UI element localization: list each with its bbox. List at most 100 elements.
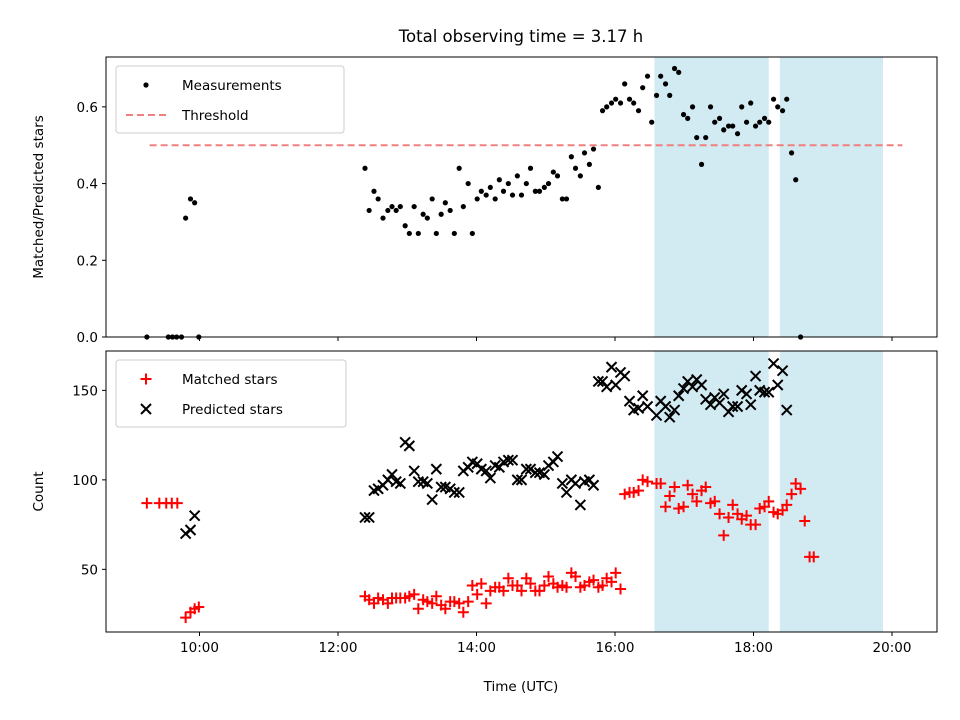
x-tick-label: 18:00	[734, 640, 773, 656]
y-axis-label: Count	[31, 471, 47, 511]
data-point	[642, 476, 654, 488]
data-point	[786, 488, 798, 500]
data-point	[438, 211, 444, 217]
data-point	[523, 180, 529, 187]
series-matched-stars	[141, 474, 820, 624]
data-point	[466, 579, 478, 591]
data-point	[757, 119, 763, 125]
axes-frame	[105, 350, 938, 633]
observing-window-span	[779, 57, 883, 337]
legend-marker	[143, 82, 149, 88]
data-point	[411, 203, 417, 210]
data-point	[496, 177, 502, 183]
data-point	[529, 466, 542, 479]
data-point	[725, 123, 732, 129]
data-point	[406, 230, 412, 237]
data-point	[478, 188, 484, 194]
data-point	[676, 69, 682, 75]
data-point	[375, 196, 381, 202]
data-point	[556, 477, 569, 490]
data-point	[689, 104, 696, 110]
data-point	[487, 184, 493, 191]
data-point	[577, 173, 583, 179]
data-point	[700, 481, 712, 493]
data-point	[781, 404, 793, 416]
data-point	[779, 108, 786, 114]
data-point	[366, 207, 372, 214]
data-point	[754, 503, 766, 515]
data-point	[518, 192, 525, 198]
data-point	[619, 488, 631, 500]
data-point	[763, 495, 775, 507]
data-point	[653, 92, 660, 98]
data-point	[568, 154, 574, 160]
data-point	[597, 579, 609, 591]
data-point	[793, 177, 799, 183]
data-point	[694, 134, 700, 141]
data-point	[480, 465, 492, 477]
data-point	[453, 486, 465, 499]
data-point	[660, 501, 672, 513]
data-point	[386, 468, 398, 481]
data-point	[784, 96, 790, 102]
data-point	[442, 200, 448, 206]
data-point	[685, 115, 691, 121]
data-point	[632, 402, 645, 414]
series-predicted-stars	[179, 357, 793, 540]
data-point	[790, 477, 802, 489]
data-point	[171, 497, 183, 509]
data-point	[502, 572, 514, 584]
data-point	[465, 180, 471, 187]
data-point	[592, 375, 605, 388]
data-point	[525, 578, 537, 590]
data-point	[484, 472, 497, 484]
data-point	[721, 127, 727, 133]
data-point	[570, 571, 582, 583]
data-point	[412, 475, 425, 488]
data-point	[718, 529, 730, 541]
data-point	[559, 196, 565, 202]
data-point	[543, 571, 555, 583]
x-axis-label: Time (UTC)	[483, 679, 559, 695]
legend-frame	[115, 65, 345, 134]
data-point	[460, 203, 466, 210]
data-point	[447, 207, 453, 214]
data-point	[515, 474, 528, 486]
data-point	[587, 479, 600, 491]
data-point	[511, 474, 524, 486]
data-point	[698, 161, 705, 167]
x-tick-label: 16:00	[596, 640, 635, 656]
data-point	[628, 486, 640, 498]
data-point	[456, 165, 462, 171]
data-point	[506, 454, 519, 466]
data-point	[483, 192, 489, 198]
data-point	[707, 104, 714, 110]
data-point	[635, 108, 642, 114]
data-point	[775, 104, 781, 110]
data-point	[776, 364, 789, 377]
data-point	[581, 150, 588, 156]
data-point	[763, 386, 775, 398]
data-point	[509, 192, 516, 198]
data-point	[788, 150, 795, 156]
data-point	[662, 81, 669, 87]
y-tick-label: 0.2	[77, 253, 98, 269]
data-point	[808, 551, 820, 563]
data-point	[623, 395, 636, 407]
data-point	[424, 215, 430, 221]
data-point	[650, 409, 663, 422]
data-point	[734, 131, 741, 137]
data-point	[667, 92, 673, 98]
data-point	[730, 123, 736, 129]
legend-frame	[115, 359, 347, 428]
data-point	[433, 230, 439, 237]
data-point	[682, 479, 694, 491]
data-point	[617, 100, 624, 106]
legend-marker	[140, 373, 152, 385]
data-point	[606, 576, 618, 588]
data-point	[668, 404, 681, 416]
legend: Measurements Threshold	[115, 65, 345, 134]
data-point	[538, 468, 551, 481]
data-point	[669, 481, 681, 493]
